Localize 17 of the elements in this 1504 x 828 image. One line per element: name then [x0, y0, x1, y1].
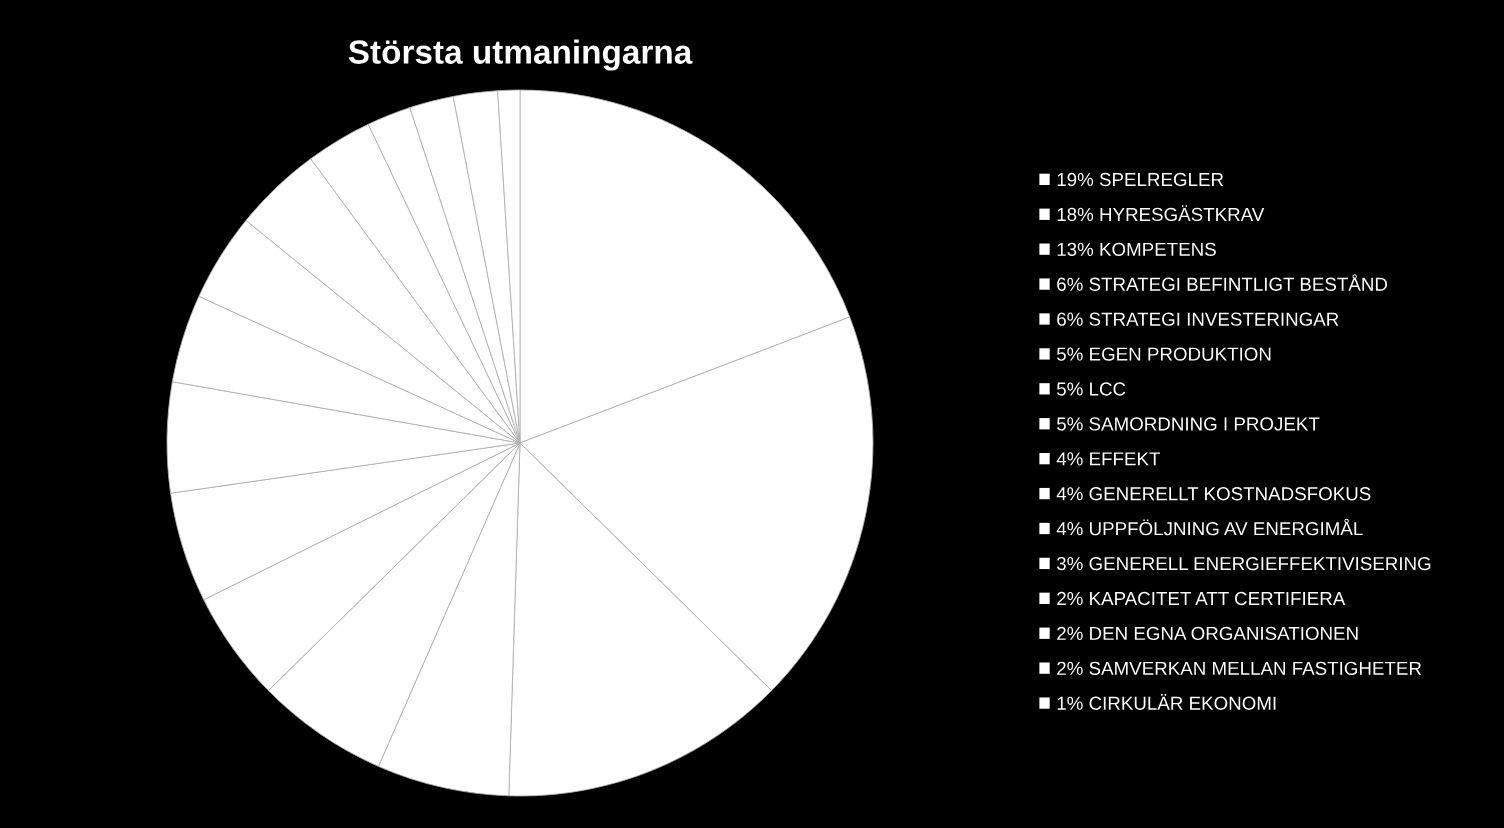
legend-label: 1% CIRKULÄR EKONOMI [1057, 694, 1276, 710]
legend-label: 2% DEN EGNA ORGANISATIONEN [1057, 626, 1358, 641]
legend-label: 4% UPPFÖLJNING AV ENERGIMÅL [1056, 518, 1363, 536]
legend-label: 4% GENERELLT KOSTNADSFOKUS [1056, 487, 1371, 501]
legend-label: 18% HYRESGÄSTKRAV [1057, 205, 1265, 222]
legend-label: 6% STRATEGI BEFINTLIGT BESTÅND [1057, 274, 1388, 291]
legend-label: 19% SPELREGLER [1057, 172, 1224, 187]
chart-title: Största utmaningarna [348, 39, 693, 71]
legend-label: 13% KOMPETENS [1057, 242, 1216, 256]
legend-label: 2% KAPACITET ATT CERTIFIERA [1057, 591, 1346, 606]
legend-label: 5% SAMORDNING I PROJEKT [1057, 417, 1320, 431]
legend-label: 2% SAMVERKAN MELLAN FASTIGHETER [1057, 661, 1422, 675]
legend-label: 3% GENERELL ENERGIEFFEKTIVISERING [1056, 556, 1431, 571]
legend-label: 5% EGEN PRODUKTION [1057, 347, 1271, 361]
legend-label: 4% EFFEKT [1056, 452, 1161, 466]
legend-label: 5% LCC [1057, 382, 1126, 396]
legend-label: 6% STRATEGI INVESTERINGAR [1057, 312, 1339, 326]
